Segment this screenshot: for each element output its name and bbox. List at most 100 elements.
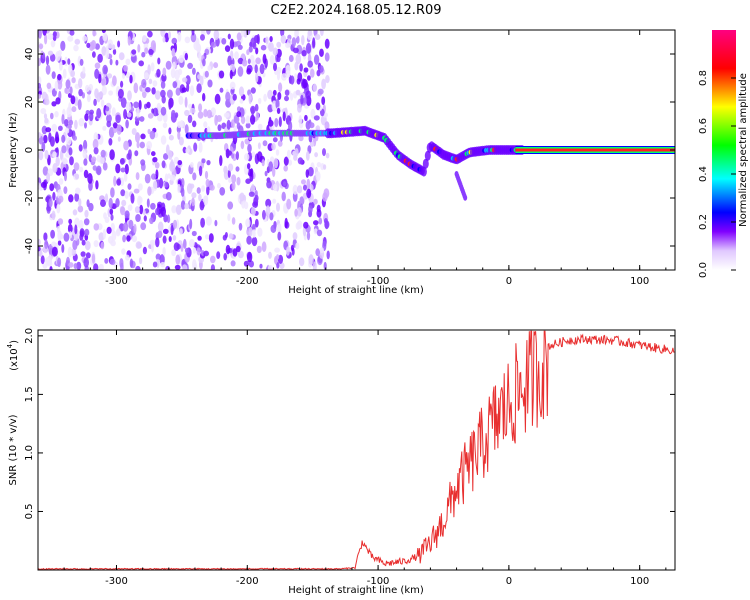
noise-speckle (206, 109, 212, 119)
svg-text:(x104): (x104) (6, 340, 20, 371)
noise-speckle (70, 95, 76, 105)
noise-speckle (252, 223, 256, 230)
noise-speckle (90, 156, 97, 163)
noise-speckle (230, 260, 236, 267)
noise-speckle (255, 47, 259, 55)
noise-speckle (51, 246, 58, 257)
noise-speckle (47, 33, 54, 40)
spectrogram-xlabel: Height of straight line (km) (288, 285, 424, 296)
noise-speckle (51, 123, 58, 133)
noise-speckle (104, 193, 109, 203)
noise-speckle (136, 141, 140, 149)
noise-speckle (78, 117, 85, 127)
noise-speckle (221, 38, 227, 45)
noise-speckle (251, 151, 256, 158)
noise-speckle (48, 243, 54, 255)
noise-speckle (168, 236, 172, 242)
noise-speckle (172, 235, 177, 241)
noise-speckle (51, 101, 57, 107)
noise-speckle (309, 141, 315, 147)
noise-speckle (131, 128, 137, 135)
noise-speckle (260, 44, 267, 51)
noise-speckle (96, 108, 102, 119)
noise-speckle (68, 262, 74, 268)
noise-speckle (109, 58, 113, 66)
noise-speckle (275, 149, 280, 156)
noise-speckle (191, 230, 197, 237)
noise-speckle (150, 40, 156, 51)
noise-speckle (93, 263, 99, 270)
noise-speckle (127, 36, 131, 46)
noise-speckle (235, 166, 240, 172)
spectrogram-ylabel: Frequency (Hz) (8, 112, 19, 188)
noise-speckle (149, 217, 154, 225)
noise-speckle (116, 228, 121, 235)
noise-speckle (234, 51, 239, 60)
noise-speckle (42, 166, 49, 176)
noise-speckle (284, 89, 290, 96)
snr-scale-label: (x104) (6, 340, 20, 371)
noise-speckle (58, 178, 64, 185)
noise-speckle (100, 241, 105, 250)
noise-speckle (38, 82, 41, 89)
noise-speckle (305, 151, 310, 161)
noise-speckle (267, 265, 273, 270)
noise-speckle (251, 236, 258, 247)
noise-speckle (297, 103, 302, 113)
noise-speckle (98, 263, 104, 270)
x-tick-label: 0 (506, 276, 512, 287)
noise-speckle (261, 241, 267, 252)
noise-speckle (285, 42, 291, 49)
noise-speckle (191, 197, 195, 207)
noise-speckle (78, 198, 82, 207)
noise-speckle (73, 263, 78, 270)
noise-speckle (128, 219, 134, 230)
noise-speckle (177, 160, 183, 166)
noise-speckle (120, 167, 126, 173)
noise-speckle (52, 163, 58, 173)
noise-speckle (67, 223, 73, 234)
noise-speckle (88, 83, 94, 91)
noise-speckle (231, 217, 236, 225)
noise-speckle (263, 93, 267, 102)
noise-speckle (58, 125, 63, 131)
noise-speckle (184, 109, 190, 117)
noise-speckle (78, 78, 83, 89)
x-tick-label: -100 (367, 576, 390, 587)
noise-speckle (276, 202, 280, 212)
noise-speckle (136, 107, 140, 118)
noise-speckle (318, 65, 324, 73)
noise-speckle (142, 34, 147, 43)
noise-speckle (64, 127, 70, 134)
noise-speckle (240, 140, 245, 150)
noise-speckle (62, 158, 68, 165)
noise-speckle (193, 142, 198, 152)
noise-speckle (223, 169, 230, 180)
x-tick-label: 100 (630, 576, 649, 587)
noise-speckle (310, 108, 316, 119)
noise-speckle (187, 114, 193, 124)
noise-speckle (204, 70, 209, 78)
noise-speckle (149, 130, 156, 140)
noise-speckle (112, 44, 116, 51)
noise-speckle (84, 122, 87, 129)
noise-speckle (104, 216, 110, 223)
noise-speckle (319, 48, 324, 57)
noise-speckle (218, 70, 225, 79)
noise-speckle (247, 163, 251, 170)
noise-speckle (61, 114, 65, 125)
noise-speckle (205, 178, 210, 188)
noise-speckle (297, 207, 302, 217)
noise-speckle (69, 30, 75, 36)
noise-speckle (290, 75, 295, 85)
noise-speckle (181, 264, 188, 270)
noise-speckle (207, 79, 213, 88)
noise-speckle (121, 199, 127, 207)
noise-speckle (91, 40, 97, 50)
noise-speckle (108, 138, 113, 146)
noise-speckle (151, 87, 156, 95)
noise-speckle (297, 157, 304, 165)
noise-speckle (172, 61, 176, 69)
noise-speckle (209, 184, 215, 191)
